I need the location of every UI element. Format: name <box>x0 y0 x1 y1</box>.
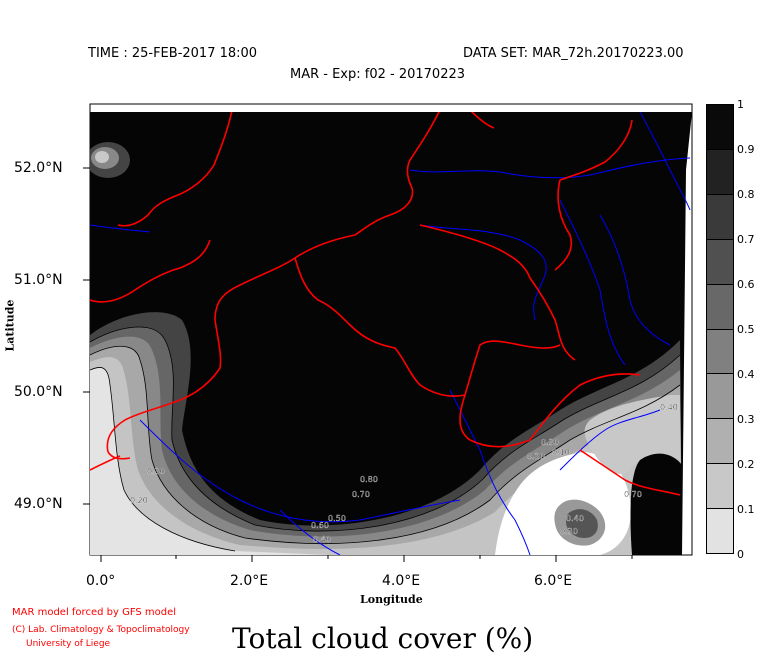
border <box>559 119 633 181</box>
river <box>279 509 341 555</box>
contour-patch-east-3 <box>566 509 598 538</box>
colorbar-label: 0.5 <box>737 323 755 336</box>
x-tick-label: 2.0°E <box>230 573 269 589</box>
contour-label: 0.80 <box>360 475 378 484</box>
contour-label: 0.40 <box>566 514 584 523</box>
river <box>139 419 461 523</box>
contour-label: 0.50 <box>328 514 346 523</box>
contour-label: 0.30 <box>560 527 578 536</box>
clear-patch-northwest-inner <box>95 151 109 163</box>
contour-label: 0.30 <box>147 467 165 476</box>
contour-label: 0.40 <box>660 403 678 412</box>
river <box>599 214 671 346</box>
colorbar-label: 0.4 <box>737 368 755 381</box>
colorbar-segment <box>707 509 733 554</box>
colorbar-segment <box>707 239 733 285</box>
credit-university: University of Liege <box>26 639 111 649</box>
y-tick-label: 49.0°N <box>14 496 63 512</box>
contour-line <box>90 326 681 532</box>
colorbar-label: 0.7 <box>737 233 755 246</box>
contour-label: 0.30 <box>541 438 559 447</box>
y-tick-label: 50.0°N <box>14 384 63 400</box>
river <box>639 112 691 211</box>
border <box>459 394 531 448</box>
river <box>419 224 547 321</box>
x-tick-label: 0.0° <box>86 573 116 589</box>
colorbar-segment <box>707 149 733 195</box>
dataset-label: DATA SET: MAR_72h.20170223.00 <box>463 46 684 61</box>
border <box>554 179 573 271</box>
contour-label: 0.20 <box>527 452 545 461</box>
border <box>294 257 466 397</box>
border <box>529 373 641 441</box>
contour-line <box>90 345 681 544</box>
contour-label: 0.40 <box>313 535 331 544</box>
colorbar-label: 0.2 <box>737 458 755 471</box>
river <box>409 157 691 179</box>
coastline <box>469 112 495 129</box>
colorbar-segment <box>707 105 733 150</box>
contour-label: 0.10 <box>552 448 570 457</box>
coastline <box>90 455 121 471</box>
contour-label: 0.70 <box>352 490 370 499</box>
cloud-patch-southeast <box>630 453 682 555</box>
y-tick-label: 52.0°N <box>14 160 63 176</box>
border <box>464 340 561 396</box>
coastline <box>117 112 233 227</box>
coastline <box>90 239 211 303</box>
credit-model: MAR model forced by GFS model <box>12 607 177 618</box>
colorbar-segment <box>707 374 733 420</box>
colorbar-label: 0.6 <box>737 278 755 291</box>
y-tick-label: 51.0°N <box>14 272 63 288</box>
border <box>419 224 576 361</box>
river <box>559 409 661 471</box>
x-axis-title: Longitude <box>360 593 423 606</box>
colorbar-label: 0.3 <box>737 413 755 426</box>
colorbar-label: 0.8 <box>737 188 755 201</box>
time-label: TIME : 25-FEB-2017 18:00 <box>88 46 258 61</box>
y-axis-title: Latitude <box>3 299 17 352</box>
coastline <box>106 319 222 453</box>
credit-lab: (C) Lab. Climatology & Topoclimatology <box>12 625 190 635</box>
colorbar-segment <box>707 194 733 240</box>
contour-label: 0.20 <box>130 496 148 505</box>
river <box>449 389 531 555</box>
colorbar-label: 0.1 <box>737 503 755 516</box>
map-title: Total cloud cover (%) <box>232 622 534 655</box>
experiment-subtitle: MAR - Exp: f02 - 20170223 <box>290 67 466 82</box>
x-tick-label: 4.0°E <box>382 573 421 589</box>
colorbar-segment <box>707 464 733 510</box>
x-tick-label: 6.0°E <box>534 573 573 589</box>
colorbar-label: 0 <box>737 548 744 561</box>
river <box>559 199 626 366</box>
border <box>579 449 681 496</box>
colorbar <box>706 104 734 554</box>
river <box>90 224 151 233</box>
colorbar-segment <box>707 329 733 375</box>
contour-label: 0.60 <box>311 521 329 530</box>
contour-band-west-6 <box>90 367 330 555</box>
coastline <box>214 112 441 321</box>
colorbar-label: 0.9 <box>737 143 755 156</box>
colorbar-segment <box>707 419 733 465</box>
colorbar-segment <box>707 284 733 330</box>
colorbar-label: 1 <box>737 98 744 111</box>
contour-label: 0.70 <box>624 490 642 499</box>
